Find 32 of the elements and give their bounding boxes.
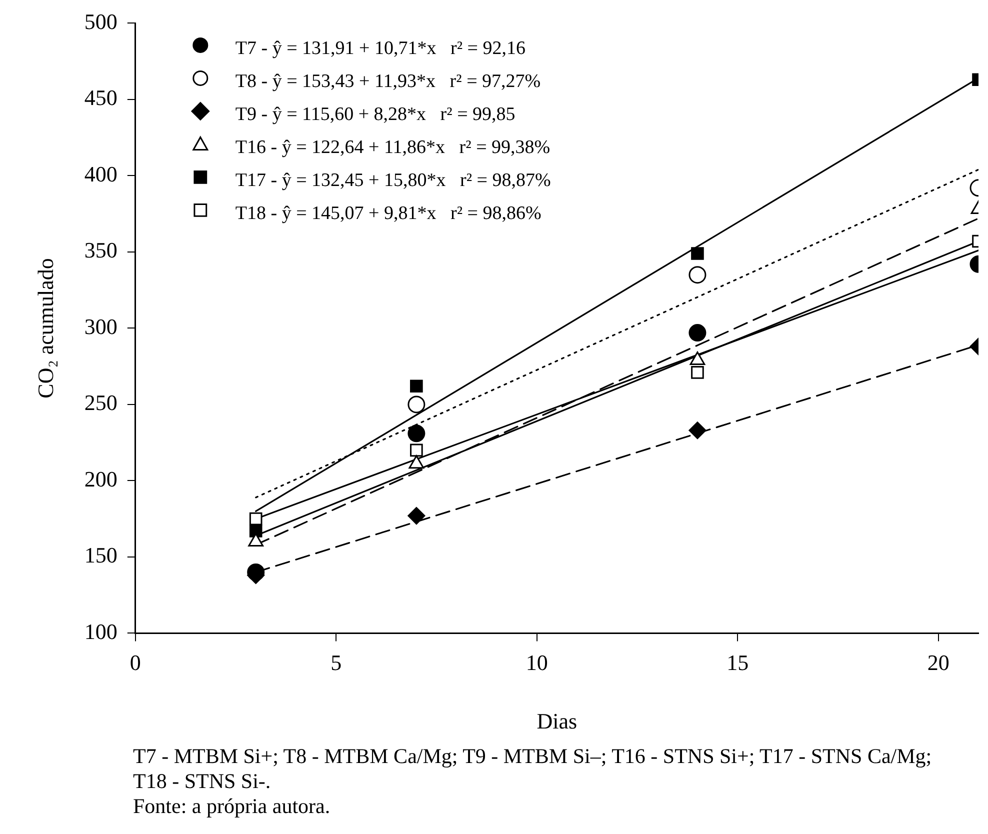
y-tick-label: 200 bbox=[84, 466, 118, 492]
x-axis-title: Dias bbox=[536, 708, 578, 734]
y-tick-label: 100 bbox=[84, 618, 118, 644]
legend-label: T16 - ŷ = 122,64 + 11,86*x r² = 99,38% bbox=[235, 137, 550, 158]
point bbox=[249, 524, 262, 538]
x-tick-label: 15 bbox=[726, 650, 749, 676]
point bbox=[247, 563, 265, 581]
y-tick-label: 400 bbox=[84, 161, 118, 186]
y-tick-label: 450 bbox=[84, 85, 118, 110]
point bbox=[249, 512, 262, 526]
y-tick-label: 350 bbox=[84, 238, 118, 263]
y-tick-label: 150 bbox=[84, 542, 118, 568]
legend-label: T17 - ŷ = 132,45 + 15,80*x r² = 98,87% bbox=[235, 170, 552, 192]
legend-label: T7 - ŷ = 131,91 + 10,71*x r² = 92,16 bbox=[235, 38, 526, 60]
legend-label: T18 - ŷ = 145,07 + 9,81*x r² = 98,86% bbox=[235, 203, 542, 224]
y-tick-label: 500 bbox=[84, 8, 118, 34]
point bbox=[410, 444, 423, 457]
source-note: Fonte: a própria autora. bbox=[133, 794, 332, 819]
x-tick-label: 0 bbox=[130, 650, 141, 676]
x-tick-label: 20 bbox=[927, 650, 950, 676]
y-tick-label: 250 bbox=[84, 390, 118, 416]
point bbox=[408, 396, 426, 414]
legend-label: T9 - ŷ = 115,60 + 8,28*x r² = 99,85 bbox=[235, 104, 516, 126]
point bbox=[408, 507, 426, 525]
point bbox=[408, 424, 426, 442]
x-tick-label: 10 bbox=[526, 650, 548, 676]
text: T7 - MTBM Si+; T8 - MTBM Ca/Mg; T9 - MTBM Si–; T16 - STNS Si+; T17 - STNS Ca/Mg; T18 - STNS Si-. bbox=[133, 744, 933, 794]
y-axis-title: CO₂ acumulado bbox=[32, 258, 58, 398]
legend-label: T8 - ŷ = 153,43 + 11,93*x r² = 97,27% bbox=[235, 71, 541, 92]
point bbox=[410, 380, 423, 393]
y-tick-label: 300 bbox=[84, 314, 118, 339]
x-tick-label: 5 bbox=[330, 650, 342, 676]
